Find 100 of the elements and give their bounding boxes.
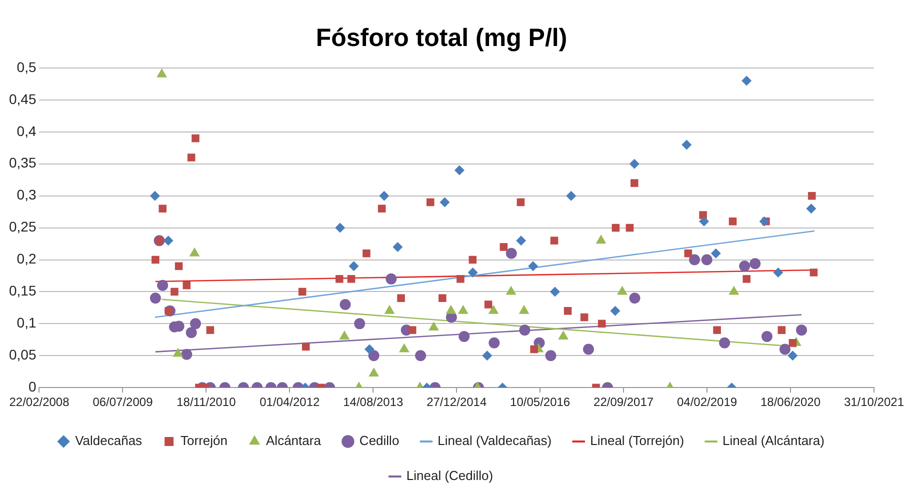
point bbox=[761, 330, 772, 342]
point bbox=[742, 275, 750, 283]
point bbox=[629, 292, 640, 304]
point bbox=[440, 197, 450, 208]
point bbox=[545, 350, 556, 362]
point bbox=[808, 192, 816, 200]
point bbox=[598, 320, 606, 328]
point bbox=[518, 304, 530, 314]
point bbox=[163, 236, 174, 246]
point bbox=[558, 330, 568, 340]
point bbox=[158, 204, 167, 213]
point bbox=[379, 190, 390, 201]
point bbox=[335, 222, 346, 233]
point bbox=[446, 304, 456, 314]
chart-title: Fósforo total (mg P/l) bbox=[316, 24, 568, 52]
point bbox=[806, 204, 816, 214]
point bbox=[298, 288, 306, 296]
point bbox=[398, 343, 410, 352]
point bbox=[152, 256, 160, 264]
point bbox=[347, 275, 356, 283]
point bbox=[528, 261, 538, 272]
point bbox=[719, 337, 730, 348]
point bbox=[354, 318, 366, 330]
legend-label: Lineal (Cedillo) bbox=[406, 468, 494, 484]
point bbox=[408, 326, 416, 334]
point bbox=[157, 280, 168, 291]
y-tick-label: 0,1 bbox=[16, 314, 36, 331]
point bbox=[340, 299, 351, 310]
point bbox=[699, 216, 710, 226]
point bbox=[742, 76, 752, 86]
legend-label: Cedillo bbox=[359, 433, 400, 448]
point bbox=[392, 242, 403, 252]
point bbox=[368, 350, 380, 362]
point bbox=[506, 286, 516, 295]
y-tick-label: 0 bbox=[28, 378, 36, 394]
y-tick-label: 0,45 bbox=[9, 90, 36, 107]
point bbox=[428, 322, 439, 331]
point bbox=[617, 286, 628, 295]
point bbox=[530, 345, 538, 354]
point bbox=[302, 342, 310, 351]
x-tick-label: 18/11/2010 bbox=[176, 395, 236, 410]
point bbox=[610, 306, 620, 316]
point bbox=[701, 254, 712, 266]
legend-label: Valdecañas bbox=[75, 433, 143, 448]
point bbox=[378, 204, 386, 213]
point bbox=[516, 198, 525, 206]
point bbox=[788, 350, 798, 361]
point bbox=[397, 294, 405, 302]
point bbox=[189, 247, 200, 256]
point bbox=[150, 292, 161, 304]
point bbox=[713, 326, 721, 334]
point bbox=[488, 304, 499, 314]
point bbox=[415, 350, 426, 362]
x-tick-label: 18/06/2020 bbox=[760, 395, 821, 410]
point bbox=[778, 326, 786, 334]
legend-label: Torrejón bbox=[180, 433, 228, 448]
point bbox=[458, 330, 470, 342]
point bbox=[186, 327, 197, 338]
point bbox=[484, 300, 492, 308]
x-tick-label: 14/08/2013 bbox=[343, 395, 404, 410]
y-tick-label: 0,25 bbox=[9, 218, 36, 235]
point bbox=[192, 134, 200, 142]
point bbox=[170, 288, 178, 296]
point bbox=[566, 190, 576, 201]
point bbox=[182, 281, 191, 290]
point bbox=[468, 268, 478, 278]
point bbox=[626, 224, 634, 232]
point bbox=[348, 261, 359, 272]
y-tick-label: 0,4 bbox=[16, 122, 36, 139]
point bbox=[810, 268, 818, 276]
x-tick-label: 27/12/2014 bbox=[426, 395, 487, 410]
point bbox=[550, 286, 560, 297]
y-tick-label: 0,15 bbox=[9, 282, 36, 299]
x-tick-label: 06/07/2009 bbox=[92, 395, 154, 410]
point bbox=[368, 368, 379, 377]
point bbox=[779, 344, 790, 355]
point bbox=[682, 140, 692, 150]
point bbox=[728, 218, 737, 226]
x-tick-label: 22/02/2008 bbox=[9, 395, 70, 410]
point bbox=[187, 154, 196, 162]
point bbox=[384, 304, 395, 314]
point bbox=[630, 179, 638, 187]
point bbox=[164, 307, 173, 315]
point bbox=[710, 248, 721, 258]
point bbox=[426, 198, 434, 206]
x-tick-label: 10/05/2016 bbox=[510, 395, 570, 410]
legend-label: Lineal (Alcántara) bbox=[722, 433, 824, 448]
point bbox=[364, 344, 374, 354]
y-tick-label: 0,35 bbox=[9, 154, 36, 171]
point bbox=[174, 262, 183, 270]
legend-label: Lineal (Torrejón) bbox=[590, 433, 684, 448]
y-tick-label: 0,05 bbox=[9, 346, 36, 362]
point bbox=[336, 275, 344, 283]
y-tick-label: 0,2 bbox=[16, 250, 36, 267]
point bbox=[506, 248, 517, 259]
point bbox=[181, 348, 192, 360]
legend-label: Lineal (Valdecañas) bbox=[438, 433, 552, 448]
point bbox=[580, 313, 588, 322]
point bbox=[172, 348, 184, 357]
point bbox=[206, 326, 214, 334]
